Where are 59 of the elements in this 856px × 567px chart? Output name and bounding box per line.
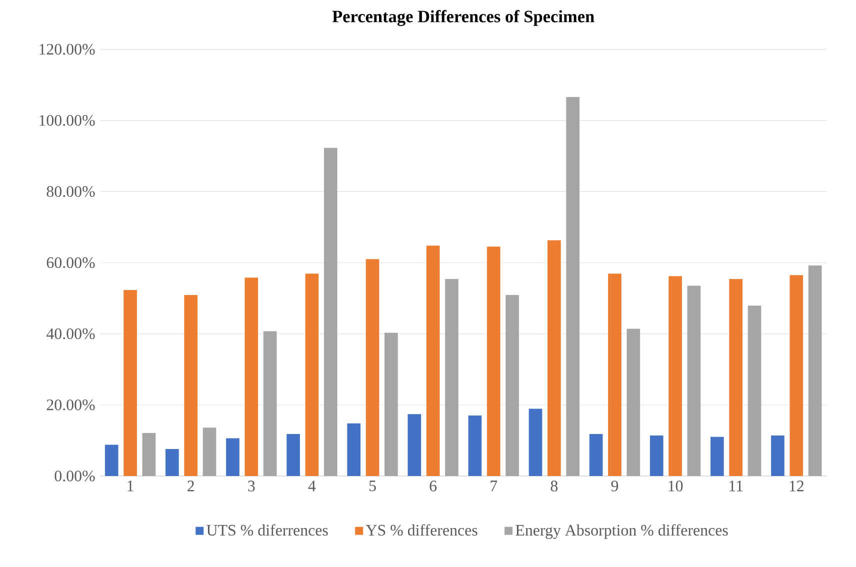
x-tick-label: 7 bbox=[490, 480, 498, 492]
legend-label: UTS % diferrences bbox=[206, 524, 328, 536]
bar bbox=[486, 246, 500, 476]
bar bbox=[748, 306, 762, 476]
bar bbox=[263, 331, 277, 476]
y-tick-label: 80.00% bbox=[46, 186, 95, 198]
bar bbox=[226, 438, 240, 476]
bar bbox=[286, 434, 300, 476]
bar bbox=[426, 246, 440, 476]
bar bbox=[166, 449, 179, 476]
bar bbox=[589, 434, 603, 476]
x-tick-label: 9 bbox=[611, 480, 618, 492]
x-tick-label: 6 bbox=[430, 480, 437, 492]
bar bbox=[668, 276, 682, 476]
bar bbox=[771, 436, 784, 476]
x-tick-label: 2 bbox=[188, 480, 194, 492]
bar bbox=[608, 274, 622, 476]
bar bbox=[468, 416, 482, 476]
bar bbox=[790, 275, 804, 476]
bar bbox=[202, 428, 216, 476]
bar bbox=[366, 259, 380, 476]
x-tick-label: 3 bbox=[248, 480, 255, 492]
bar bbox=[408, 414, 422, 476]
legend-label: YS % differences bbox=[366, 524, 478, 536]
y-tick-label: 40.00% bbox=[46, 328, 95, 340]
y-tick-label: 100.00% bbox=[40, 115, 95, 126]
bar bbox=[729, 279, 743, 476]
bar bbox=[626, 328, 640, 476]
bar bbox=[305, 274, 319, 476]
bar bbox=[142, 433, 156, 476]
x-tick-label: 5 bbox=[369, 480, 376, 492]
bar bbox=[184, 295, 198, 476]
bar bbox=[244, 278, 258, 476]
bar bbox=[548, 240, 561, 476]
bar bbox=[566, 97, 580, 476]
bar bbox=[687, 286, 701, 476]
bar bbox=[650, 436, 664, 476]
y-tick-label: 60.00% bbox=[46, 257, 95, 268]
bar bbox=[506, 295, 519, 476]
x-tick-label: 12 bbox=[790, 480, 804, 492]
y-tick-label: 0.00% bbox=[54, 470, 95, 482]
y-tick-label: 20.00% bbox=[46, 400, 95, 410]
bar bbox=[384, 332, 398, 476]
bar bbox=[104, 444, 118, 476]
bar bbox=[124, 290, 137, 476]
bar bbox=[710, 437, 724, 476]
bar bbox=[324, 148, 338, 476]
chart-title: Percentage Differences of Specimen bbox=[332, 10, 594, 26]
x-tick-label: 11 bbox=[730, 480, 743, 492]
x-tick-label: 10 bbox=[668, 480, 683, 492]
bar bbox=[347, 424, 361, 476]
x-tick-label: 4 bbox=[308, 480, 316, 492]
bar bbox=[445, 279, 458, 476]
legend-label: Energy Absorption % differences bbox=[516, 524, 728, 540]
y-tick-label: 120.00% bbox=[40, 44, 95, 55]
x-tick-label: 8 bbox=[550, 480, 558, 492]
x-tick-label: 1 bbox=[128, 480, 134, 492]
bar bbox=[808, 266, 822, 476]
bar bbox=[528, 408, 542, 476]
